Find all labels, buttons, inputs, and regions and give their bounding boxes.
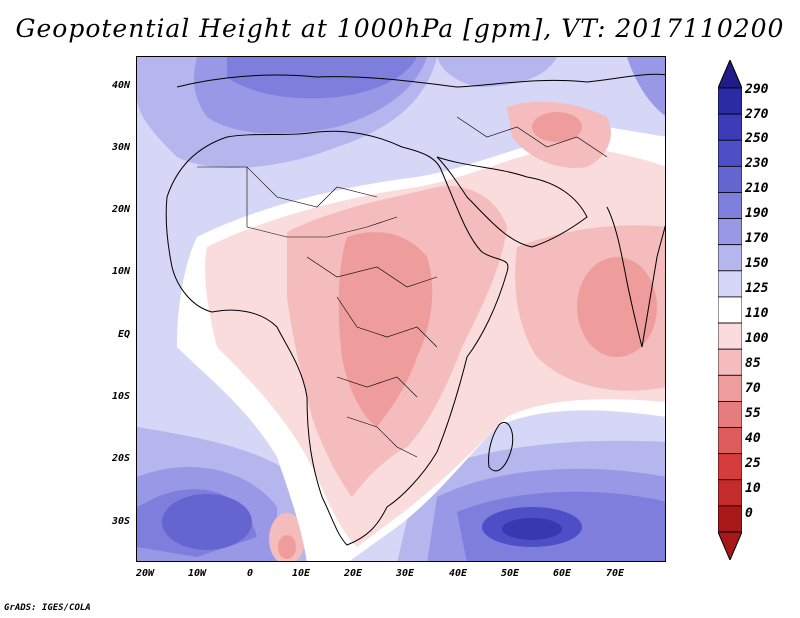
- arabia-coastline: [436, 156, 588, 248]
- colorbar-label-55: 55: [745, 406, 761, 421]
- colorbar-bin: [718, 87, 742, 115]
- colorbar-label-25: 25: [745, 456, 761, 471]
- lon-label-50e: 50E: [500, 568, 520, 579]
- field-ne-corner-blue: [627, 57, 665, 116]
- field-north-east-blue: [437, 57, 557, 87]
- colorbar-bin: [718, 270, 742, 298]
- country-borders: [197, 116, 608, 458]
- colorbar-bin: [718, 322, 742, 350]
- border-central-2: [336, 296, 438, 348]
- colorbar-bin: [718, 505, 742, 533]
- field-north-deep: [227, 57, 417, 99]
- lat-label-40n: 40N: [111, 80, 130, 91]
- colorbar-bin: [718, 427, 742, 455]
- colorbar-bin: [718, 479, 742, 507]
- colorbar: [718, 60, 742, 560]
- geopotential-map: [137, 57, 665, 561]
- coastlines: [165, 73, 665, 546]
- map-panel: [136, 56, 666, 562]
- field-red-core: [338, 232, 433, 427]
- colorbar-label-70: 70: [745, 381, 761, 396]
- colorbar-bin: [718, 401, 742, 428]
- field-red-ocean-core: [577, 257, 657, 357]
- colorbar-bin: [718, 453, 742, 481]
- lon-label-40e: 40E: [448, 568, 468, 579]
- lon-label-60e: 60E: [552, 568, 572, 579]
- colorbar-label-85: 85: [745, 356, 761, 371]
- lat-label-20n: 20N: [111, 204, 130, 215]
- colorbar-bottom-arrow: [718, 531, 742, 560]
- colorbar-label-100: 100: [745, 331, 769, 346]
- colorbar-bin: [718, 113, 742, 141]
- colorbar-label-110: 110: [745, 306, 769, 321]
- lon-label-10w: 10W: [187, 568, 207, 579]
- colorbar-label-190: 190: [745, 206, 769, 221]
- colorbar-label-0: 0: [745, 506, 753, 521]
- colorbar-label-270: 270: [745, 107, 769, 122]
- colorbar-bin: [718, 165, 742, 193]
- colorbar-bin: [718, 374, 742, 402]
- colorbar-bin: [718, 348, 742, 376]
- europe-coastline: [176, 73, 665, 88]
- lon-label-20e: 20E: [343, 568, 363, 579]
- lat-label-10s: 10S: [111, 391, 130, 402]
- lat-label-eq: EQ: [117, 329, 130, 340]
- border-central-1: [306, 256, 438, 288]
- colorbar-label-290: 290: [745, 82, 769, 97]
- africa-coastline: [165, 130, 509, 546]
- colorbar-label-40: 40: [745, 431, 761, 446]
- colorbar-label-250: 250: [745, 131, 769, 146]
- colorbar-label-170: 170: [745, 231, 769, 246]
- colorbar-label-10: 10: [745, 481, 761, 496]
- field-south-red-tongue: [278, 535, 296, 559]
- grads-credit: GrADS: IGES/COLA: [4, 603, 91, 613]
- border-south-1: [336, 376, 418, 398]
- lon-label-0: 0: [246, 568, 254, 579]
- colorbar-label-150: 150: [745, 256, 769, 271]
- lat-label-10n: 10N: [111, 266, 130, 277]
- border-sahara-1: [197, 166, 378, 208]
- lat-label-20s: 20S: [111, 453, 130, 464]
- colorbar-bin: [718, 139, 742, 167]
- field-sw-blue-cell: [162, 494, 252, 550]
- lat-label-30s: 30S: [111, 516, 130, 527]
- colorbar-label-125: 125: [745, 281, 769, 296]
- field-deep-blue-core: [502, 518, 562, 540]
- lon-label-30e: 30E: [395, 568, 415, 579]
- colorbar-bin: [718, 218, 742, 246]
- colorbar-top-arrow: [718, 60, 742, 89]
- colorbar-bin: [718, 192, 742, 219]
- field-red-me-core: [532, 112, 582, 142]
- map-title: Geopotential Height at 1000hPa [gpm], VT…: [15, 14, 785, 43]
- lon-label-20w: 20W: [135, 568, 155, 579]
- lat-label-30n: 30N: [111, 142, 130, 153]
- india-coastline: [606, 206, 665, 348]
- colorbar-bin: [718, 244, 742, 272]
- colorbar-label-210: 210: [745, 181, 769, 196]
- border-south-2: [346, 416, 418, 458]
- border-middle-east: [456, 116, 608, 158]
- colorbar-bin: [718, 296, 742, 324]
- border-sahara-2: [246, 167, 398, 238]
- lon-label-70e: 70E: [605, 568, 625, 579]
- madagascar-coastline: [488, 422, 514, 472]
- colorbar-label-230: 230: [745, 156, 769, 171]
- colorbar-bins: [718, 87, 742, 533]
- lon-label-10e: 10E: [291, 568, 311, 579]
